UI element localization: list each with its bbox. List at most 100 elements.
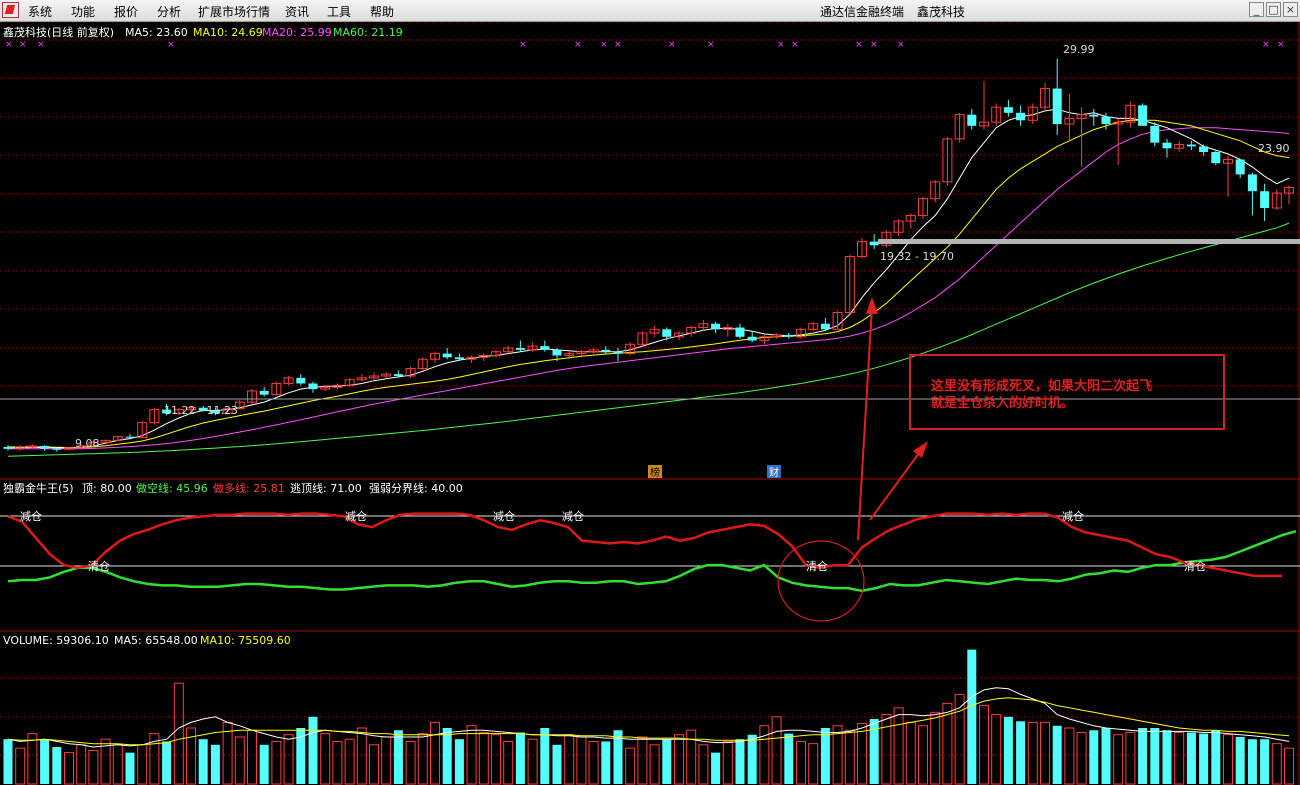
- candle-body: [3, 446, 13, 449]
- candle-body: [125, 436, 135, 438]
- volume-bar: [88, 749, 99, 785]
- volume-bar: [137, 744, 148, 785]
- volume-bar: [979, 705, 989, 785]
- candle-body: [1138, 105, 1148, 126]
- volume-bar: [405, 740, 416, 785]
- volume-bar: [1199, 733, 1209, 784]
- volume-bar: [198, 739, 208, 784]
- candle-body: [198, 407, 208, 411]
- menu-function[interactable]: 功能: [71, 5, 96, 19]
- candle-body: [296, 377, 306, 384]
- volume-bar: [735, 739, 745, 784]
- candle-body: [1150, 125, 1160, 143]
- candle-body: [662, 329, 672, 337]
- candle-body: [869, 241, 879, 246]
- volume-bar: [430, 721, 440, 785]
- event-badge-finance-text: 财: [769, 466, 779, 479]
- candle-body: [711, 323, 721, 330]
- volume-bar: [698, 744, 709, 785]
- candle-body: [430, 353, 440, 360]
- event-badge-list[interactable]: [648, 465, 662, 478]
- candle-body: [52, 448, 62, 450]
- candle-body: [1113, 121, 1124, 125]
- candle-body: [222, 408, 233, 414]
- volume-bar: [466, 725, 477, 785]
- volume-bar: [625, 747, 636, 785]
- volume-bar: [173, 682, 184, 785]
- volume-bar: [918, 725, 928, 785]
- volume-bar: [832, 725, 843, 785]
- ma20-line: [8, 127, 1290, 450]
- volume-bar: [112, 744, 123, 785]
- candle-body: [1027, 106, 1038, 121]
- volume-bar: [1138, 728, 1148, 784]
- menu-quote[interactable]: 报价: [114, 5, 139, 19]
- candle-body: [1040, 88, 1050, 108]
- close-icon[interactable]: ×: [1283, 2, 1298, 17]
- ma10-line: [8, 119, 1290, 448]
- candle-body: [686, 326, 697, 334]
- indicator-escape: 逃顶线: 71.00: [290, 481, 362, 495]
- volume-bar: [942, 702, 953, 785]
- candle-body: [649, 328, 660, 334]
- volume-bar: [1271, 743, 1282, 785]
- annotation-box: 这里没有形成死叉，如果大阳二次起飞 就是全仓杀入的好时机。: [909, 354, 1225, 430]
- event-badge-finance[interactable]: [767, 465, 781, 478]
- volume-bar: [967, 649, 977, 784]
- candle-body: [1125, 104, 1136, 123]
- candle-body: [698, 323, 709, 328]
- clear-label: 清仓: [806, 559, 828, 573]
- candle-body: [234, 401, 245, 410]
- candle-body: [1089, 114, 1099, 117]
- minimize-icon[interactable]: _: [1249, 2, 1264, 17]
- candle-body: [735, 327, 745, 337]
- candle-body: [100, 439, 111, 443]
- candle-body: [247, 390, 257, 403]
- app-logo-icon[interactable]: [2, 2, 19, 18]
- volume-bar: [369, 744, 379, 785]
- candle-body: [320, 386, 331, 390]
- menu-extended-market[interactable]: 扩展市场行情: [198, 5, 271, 19]
- volume-bar: [1284, 747, 1294, 785]
- low-price-label: 9.08: [75, 437, 100, 450]
- volume-ma5-line: [7, 687, 1290, 748]
- signal-mark: ×: [519, 40, 527, 50]
- signal-mark: ×: [897, 40, 905, 50]
- menu-analysis[interactable]: 分析: [157, 5, 182, 19]
- candle-body: [857, 241, 867, 258]
- menu-tools[interactable]: 工具: [327, 5, 352, 19]
- candle-body: [613, 351, 623, 354]
- candle-body: [283, 377, 294, 384]
- menu-system[interactable]: 系统: [28, 5, 53, 19]
- volume-bar: [1089, 730, 1099, 784]
- candle-body: [515, 348, 525, 350]
- volume-bar: [296, 728, 306, 784]
- volume-bar: [149, 733, 160, 785]
- candlesticks: [3, 58, 1294, 452]
- volume-bar: [76, 744, 87, 785]
- maximize-icon[interactable]: □: [1266, 2, 1281, 17]
- volume-bar: [1101, 728, 1111, 784]
- volume-bar: [259, 744, 269, 784]
- menu-help[interactable]: 帮助: [370, 5, 395, 19]
- candle-body: [552, 349, 562, 356]
- signal-mark: ×: [600, 40, 608, 50]
- volume-bar: [857, 723, 867, 785]
- right-price-label: 23.90: [1258, 142, 1290, 155]
- volume-bar: [747, 734, 757, 784]
- indicator-title: 独霸金牛王(5): [3, 481, 74, 495]
- candle-body: [393, 374, 403, 376]
- candle-body: [881, 231, 892, 246]
- stock-chart[interactable]: 鑫茂科技(日线 前复权) MA5: 23.60 MA10: 24.69 MA20…: [0, 22, 1300, 785]
- candle-body: [930, 181, 941, 200]
- volume-bar: [540, 728, 550, 784]
- menu-news[interactable]: 资讯: [285, 5, 310, 19]
- indicator-short: 做空线: 45.96: [136, 481, 208, 495]
- candle-body: [259, 390, 269, 395]
- candle-body: [149, 409, 160, 424]
- stock-title: 鑫茂科技: [917, 5, 966, 19]
- volume-bar: [820, 728, 830, 784]
- range-label-upper: 19.32 - 19.70: [880, 250, 954, 263]
- volume-bar: [491, 734, 501, 785]
- volume-bar: [1040, 721, 1050, 785]
